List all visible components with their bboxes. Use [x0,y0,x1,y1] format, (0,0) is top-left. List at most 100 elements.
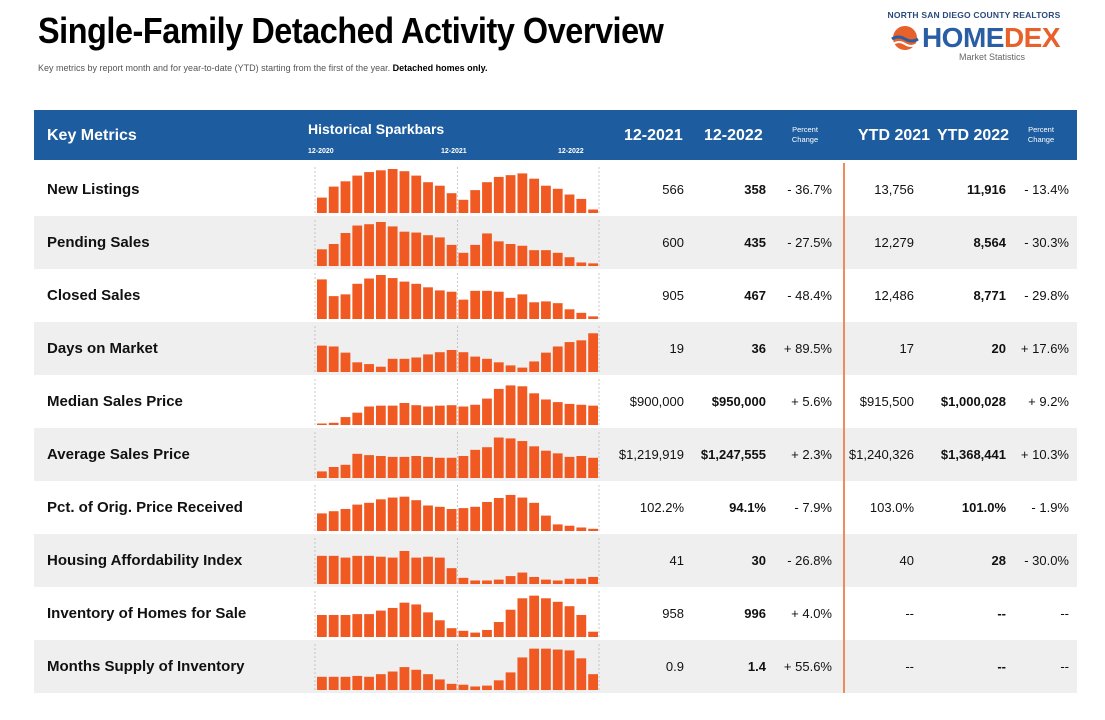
ytd-divider [843,163,845,693]
sparkbar [576,312,587,319]
sparkbar [470,290,481,319]
sparkbar [317,615,327,637]
sparkbar [552,188,563,213]
value-month-2: 435 [744,235,766,250]
value-month-2: $950,000 [711,394,766,409]
sparkbar [364,224,374,266]
sparkbar [552,649,563,690]
metric-label: Pending Sales [47,234,150,251]
table-row: Pct. of Orig. Price Received 102.2% 94.1% -… [34,481,1077,534]
sparkbar [470,190,481,213]
sparkbar [517,497,528,531]
sparkbar [364,502,374,531]
sparkbar [423,406,433,425]
sparkbar [399,667,410,690]
sparkbar [434,679,445,690]
logo-brand: HOMEDEX [922,23,1061,53]
value-month-1: 566 [662,182,684,197]
value-ytd-percent-change: - 29.8% [1024,288,1069,303]
sparkbar [588,576,598,584]
metric-label: Pct. of Orig. Price Received [47,499,243,516]
sparkbar [423,556,433,584]
sparkbar [446,457,457,478]
sparkbar [529,302,540,319]
sparkbar [529,393,540,425]
sparkbar [458,456,469,478]
value-month-1: 0.9 [665,659,684,674]
sparkbar [541,579,551,584]
value-ytd-2: $1,368,441 [940,447,1006,462]
value-month-2: 467 [744,288,766,303]
sparkbar [375,170,386,213]
sparkbar [423,354,433,372]
sparkbar [375,674,386,690]
sparkbar [505,672,516,690]
sparkbar [541,648,551,690]
sparkbar [328,511,339,531]
sparkbar [375,499,386,531]
sparkbar [552,580,563,584]
value-ytd-2: 8,564 [973,235,1006,250]
sparkbar [423,612,433,637]
value-percent-change: - 36.7% [787,182,832,197]
sparkbar [541,399,551,425]
table-row: Days on Market 19 36 + 89.5% 17 20 + 17.6% [34,322,1077,375]
table-row: Housing Affordability Index 41 30 - 26.8% 40… [34,534,1077,587]
sparkbar [576,404,587,425]
sparkbar [340,676,351,690]
sparkbar [576,658,587,690]
sparkbar [411,405,422,425]
sparkbar [340,294,351,319]
value-month-2: 1.4 [747,659,766,674]
sparkbar [434,352,445,372]
sparkbar [411,669,422,690]
sparkbar [470,686,481,690]
sparkbar [387,607,398,637]
sparkbar [493,362,504,372]
sparkbar [505,438,516,478]
sparkbar [446,405,457,425]
sparkbar [328,296,339,319]
sparkbar [446,628,457,637]
value-ytd-1: $1,240,326 [848,447,914,462]
sparkbar [328,467,339,478]
sparkbar [564,525,575,531]
sparkbar [482,580,492,584]
sparkbar [505,365,516,372]
sparkbar [423,182,433,213]
value-month-2: 358 [744,182,766,197]
sparkbar [434,506,445,531]
sparkbar [564,403,575,425]
metric-label: Average Sales Price [47,446,190,463]
sparkbar [458,252,469,266]
header-key-metrics: Key Metrics [47,127,137,144]
sparkbar [482,182,492,213]
sparkbar [340,233,351,266]
sparkbar [529,178,540,213]
sparkbar [446,509,457,531]
logo-org: NORTH SAN DIEGO COUNTY REALTORS [887,10,1061,20]
sparkbar [317,249,327,266]
value-percent-change: - 48.4% [787,288,832,303]
sparkbar [588,405,598,425]
header-month-1: 12-2021 [624,127,683,144]
sparkbar [317,279,327,319]
value-ytd-2: 8,771 [973,288,1006,303]
sparkbar [352,555,363,584]
value-ytd-1: -- [905,606,914,621]
sparkbar-chart [314,167,600,213]
value-ytd-percent-change: - 1.9% [1031,500,1069,515]
sparkbar [399,602,410,637]
sparkbar [493,388,504,425]
value-ytd-percent-change: + 9.2% [1028,394,1069,409]
sparkbar [423,287,433,319]
sparkbar [434,405,445,425]
header-ytd-2: YTD 2022 [937,127,1010,144]
value-month-1: $1,219,919 [618,447,684,462]
sparkbar [317,513,327,531]
sparkbar [387,226,398,266]
sparkbar [517,572,528,584]
sparkbar [364,555,374,584]
sparkbar [470,580,481,584]
sparkbar [505,576,516,584]
